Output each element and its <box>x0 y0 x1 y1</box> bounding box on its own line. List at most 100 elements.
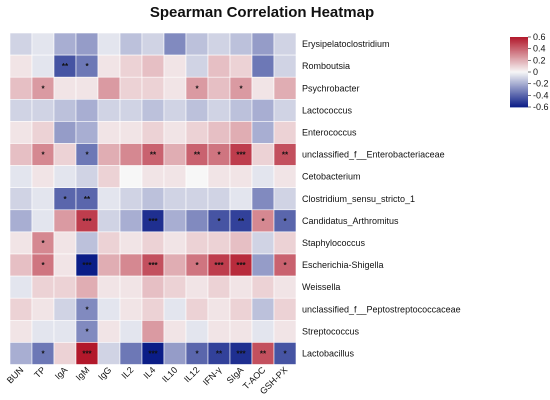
column-label: IL12 <box>182 365 201 384</box>
heatmap-cell <box>53 275 77 299</box>
heatmap-cell <box>97 121 121 144</box>
row-labels: Erysipelatoclostridium Romboutsia Psychrob… <box>302 39 461 358</box>
significance-mark: * <box>41 151 45 160</box>
heatmap-cell <box>185 54 209 78</box>
colorbar-segment <box>510 69 528 72</box>
colorbar-segment <box>510 47 528 50</box>
heatmap-cell <box>31 99 55 122</box>
significance-mark: ** <box>194 151 201 160</box>
colorbar-segment <box>510 72 528 74</box>
heatmap-cell <box>163 121 187 144</box>
colorbar-segment <box>510 100 528 102</box>
significance-mark: * <box>41 261 45 270</box>
colorbar-tick-label: -0.4 <box>533 90 549 100</box>
colorbar-segment <box>510 90 528 93</box>
heatmap-cell <box>53 121 77 144</box>
significance-mark: * <box>85 62 89 71</box>
colorbar-tick-label: 0 <box>533 67 538 77</box>
heatmap-cell <box>9 297 33 321</box>
significance-mark: * <box>41 239 45 248</box>
heatmap-cell <box>75 99 99 122</box>
significance-mark: * <box>41 349 45 358</box>
heatmap-cell <box>251 319 275 343</box>
heatmap-cell <box>119 121 143 144</box>
significance-mark: * <box>217 151 221 160</box>
significance-mark: * <box>195 261 199 270</box>
heatmap-cell <box>97 187 121 211</box>
heatmap-cell <box>273 32 297 56</box>
heatmap-cell <box>75 231 99 255</box>
heatmap-cell <box>207 165 231 189</box>
heatmap-cell <box>97 32 121 56</box>
row-label: Lactobacillus <box>302 348 355 358</box>
heatmap-cell <box>163 297 187 321</box>
heatmap-cell <box>207 231 231 255</box>
heatmap-cell <box>75 32 99 56</box>
row-label: Psychrobacter <box>302 83 360 93</box>
heatmap-cell <box>97 54 121 78</box>
heatmap-cell <box>229 54 253 78</box>
colorbar-segment <box>510 65 528 67</box>
heatmap-cell <box>163 54 187 78</box>
heatmap-cell <box>163 165 187 189</box>
heatmap-cell <box>75 76 99 100</box>
colorbar-segment <box>510 102 528 104</box>
heatmap-cell <box>119 187 143 211</box>
heatmap-cell <box>251 165 275 189</box>
colorbar-segment <box>510 49 528 52</box>
significance-mark: *** <box>148 217 158 226</box>
heatmap-cell <box>53 319 77 343</box>
row-label: Erysipelatoclostridium <box>302 39 390 49</box>
colorbar-segment <box>510 55 528 58</box>
row-label: unclassified_f__Enterobacteriaceae <box>302 150 445 160</box>
heatmap-cell <box>97 76 121 100</box>
heatmap-cell <box>207 76 231 100</box>
heatmap-cell <box>251 99 275 122</box>
heatmap-cell <box>119 231 143 255</box>
heatmap-cell <box>9 165 33 189</box>
colorbar-segment <box>510 95 528 97</box>
heatmap-cell <box>251 76 275 100</box>
colorbar-segment <box>510 51 528 53</box>
column-label: IL2 <box>119 365 135 381</box>
colorbar-segment <box>510 39 528 41</box>
heatmap-cell <box>185 209 209 233</box>
heatmap-cell <box>273 231 297 255</box>
heatmap-cell <box>185 165 209 189</box>
row-label: Romboutsia <box>302 61 350 71</box>
heatmap-cell <box>163 32 187 56</box>
heatmap-cell <box>31 121 55 144</box>
heatmap-cell <box>229 319 253 343</box>
color-legend: 0.6 0.40.2 0 -0.2-0.4 -0.6 <box>510 32 549 112</box>
colorbar-segment <box>510 67 528 69</box>
colorbar-segment <box>510 46 528 48</box>
heatmap-cell <box>207 121 231 144</box>
colorbar-segment <box>510 62 528 65</box>
heatmap-cell <box>141 297 165 321</box>
heatmap-cell <box>9 99 33 122</box>
heatmap-cell <box>207 54 231 78</box>
heatmap-cell <box>9 209 33 233</box>
colorbar-segment <box>510 42 528 45</box>
heatmap-cell <box>9 275 33 299</box>
heatmap-cell <box>119 319 143 343</box>
colorbar-segment <box>510 66 528 68</box>
heatmap-cell <box>97 297 121 321</box>
colorbar-segment <box>510 104 528 107</box>
colorbar-segment <box>510 40 528 43</box>
heatmap-cell <box>53 76 77 100</box>
heatmap-cell <box>273 297 297 321</box>
heatmap-cell <box>75 121 99 144</box>
column-label: IL4 <box>141 365 157 381</box>
colorbar-segment <box>510 88 528 90</box>
colorbar-segment <box>510 83 528 86</box>
heatmap-cell <box>119 209 143 233</box>
colorbar-segment <box>510 77 528 80</box>
heatmap-cell <box>141 231 165 255</box>
heatmap-cell <box>31 319 55 343</box>
heatmap-cell <box>273 319 297 343</box>
significance-mark: *** <box>82 217 92 226</box>
column-label: IgG <box>96 365 113 382</box>
heatmap-cell <box>53 209 77 233</box>
colorbar-segment <box>510 84 528 87</box>
